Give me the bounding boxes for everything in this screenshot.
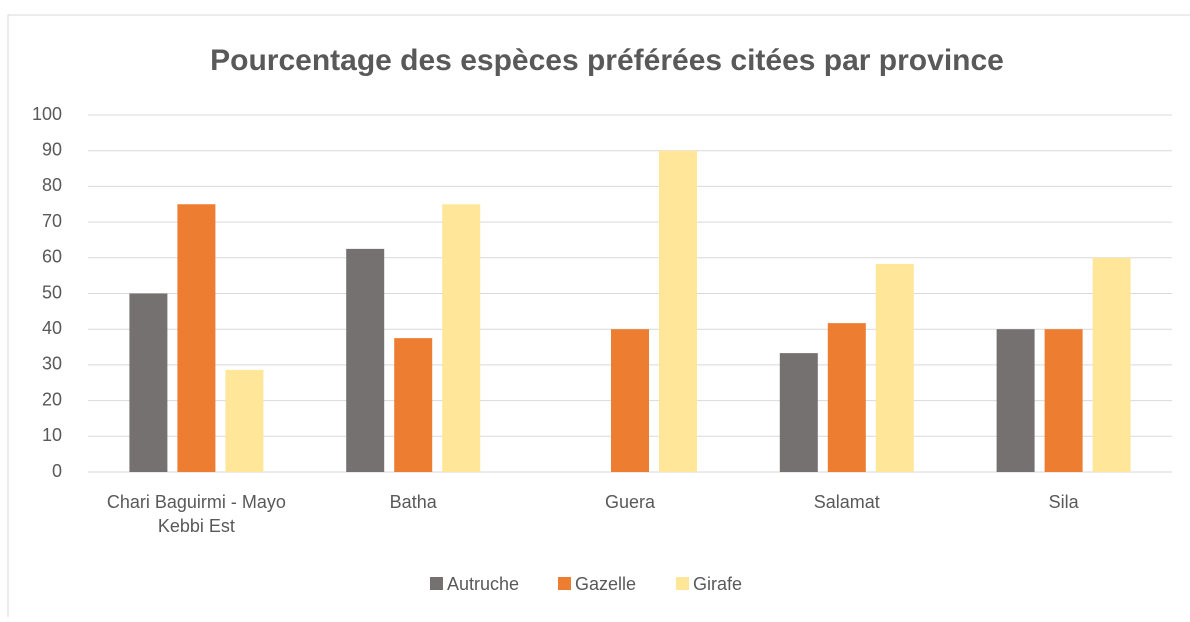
legend-label: Girafe bbox=[693, 574, 742, 594]
bar bbox=[177, 204, 216, 472]
bar bbox=[779, 353, 818, 472]
y-tick-label: 80 bbox=[42, 175, 62, 195]
x-tick-label-box: Sila bbox=[1048, 492, 1079, 512]
bar bbox=[442, 204, 481, 472]
bar bbox=[225, 369, 264, 472]
legend-swatch bbox=[558, 577, 571, 590]
x-tick-label-box: Batha bbox=[389, 492, 437, 512]
x-tick-label-box: Salamat bbox=[813, 492, 880, 512]
chart-frame bbox=[7, 14, 1190, 622]
y-tick-label: 60 bbox=[42, 247, 62, 267]
bar bbox=[659, 150, 697, 472]
legend-swatch bbox=[676, 577, 689, 590]
legend-swatch bbox=[430, 577, 443, 590]
bar bbox=[129, 293, 168, 472]
bar bbox=[1044, 329, 1083, 472]
chart-title: Pourcentage des espèces préférées citées… bbox=[210, 44, 1004, 77]
y-tick-label: 30 bbox=[42, 354, 62, 374]
bar bbox=[1092, 257, 1131, 472]
bar bbox=[346, 248, 385, 472]
bar bbox=[611, 329, 649, 472]
y-tick-label: 50 bbox=[42, 282, 62, 302]
y-tick-label: 90 bbox=[42, 139, 62, 159]
y-tick-label: 70 bbox=[42, 211, 62, 231]
legend-label: Gazelle bbox=[575, 574, 636, 594]
bar bbox=[827, 323, 866, 472]
y-tick-label: 100 bbox=[32, 104, 62, 124]
y-tick-label: 10 bbox=[42, 425, 62, 445]
x-tick-label-box: Guera bbox=[604, 492, 655, 512]
y-tick-label: 40 bbox=[42, 318, 62, 338]
legend-label: Autruche bbox=[447, 574, 519, 594]
x-tick-label: Batha bbox=[389, 492, 437, 512]
bar bbox=[394, 338, 433, 472]
x-tick-label: Guera bbox=[604, 492, 655, 512]
bar bbox=[875, 263, 914, 472]
bar bbox=[996, 329, 1035, 472]
y-tick-label: 0 bbox=[52, 461, 62, 481]
x-tick-label: Sila bbox=[1048, 492, 1079, 512]
y-tick-label: 20 bbox=[42, 389, 62, 409]
x-tick-label: Salamat bbox=[813, 492, 880, 512]
x-tick-label-box: Chari Baguirmi - Mayo Kebbi Est bbox=[106, 492, 286, 536]
x-tick-label: Chari Baguirmi - Mayo Kebbi Est bbox=[106, 492, 286, 536]
